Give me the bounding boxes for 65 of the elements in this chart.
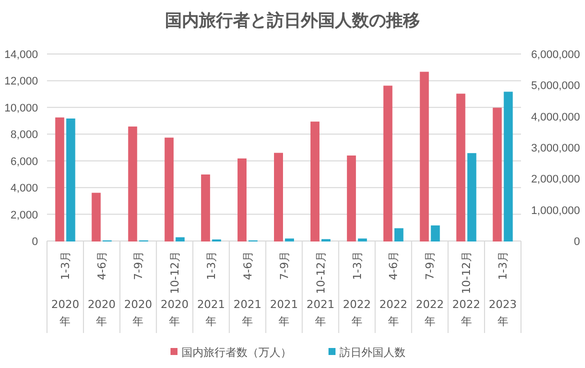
y-tick-label: 2,000 — [10, 209, 38, 222]
text: 2022年 — [416, 298, 444, 328]
y2-tick-label: 3,000,000 — [531, 142, 580, 154]
y2-tick-label: 0 — [574, 236, 580, 248]
bar — [201, 174, 210, 242]
x-tick-label: 10-12月 — [314, 251, 328, 294]
y-tick-label: 8,000 — [10, 129, 38, 142]
bar — [285, 238, 294, 242]
x-tick-label: 1-3月 — [59, 251, 72, 280]
text: 2020年 — [88, 298, 116, 328]
y-tick-label: 14,000 — [4, 49, 38, 61]
y-tick-label: 0 — [32, 236, 38, 248]
chart-title: 国内旅行者と訪日外国人数の推移 — [165, 11, 420, 31]
y2-tick-label: 4,000,000 — [531, 111, 580, 124]
x-tick-label: 10-12月 — [460, 251, 474, 294]
bar — [383, 86, 392, 242]
y2-tick-label: 6,000,000 — [531, 49, 580, 61]
text: 2022年 — [452, 298, 480, 328]
y-tick-label: 12,000 — [4, 76, 38, 88]
bar — [164, 138, 174, 242]
text: 2021年 — [197, 298, 226, 328]
y-tick-label: 10,000 — [4, 102, 38, 114]
bar — [92, 192, 101, 242]
bar — [456, 94, 466, 242]
text: 2023年 — [488, 298, 517, 328]
text: 2021年 — [234, 298, 262, 328]
y2-tick-label: 1,000,000 — [531, 204, 580, 217]
x-tick-label: 1-3月 — [496, 251, 510, 280]
bar — [346, 156, 356, 242]
x-tick-label: 7-9月 — [132, 251, 146, 280]
bar — [420, 72, 429, 242]
bar — [467, 153, 476, 242]
x-tick-label: 1-3月 — [350, 251, 364, 280]
x-tick-label: 1-3月 — [204, 251, 218, 280]
bar — [128, 126, 138, 242]
bar — [394, 228, 404, 242]
y-tick-label: 4,000 — [10, 182, 38, 195]
text: 2020年 — [124, 298, 152, 328]
text: 2022年 — [379, 298, 408, 328]
x-tick-label: 4-6月 — [241, 251, 254, 280]
text: 2022年 — [342, 298, 371, 328]
bar — [55, 117, 64, 242]
bar — [238, 158, 247, 242]
text: 2021年 — [270, 298, 298, 328]
bar — [504, 92, 513, 242]
text: 2020年 — [51, 298, 80, 328]
bar — [430, 225, 440, 242]
x-tick-label: 7-9月 — [424, 251, 437, 280]
text: 2021年 — [306, 298, 334, 328]
y2-tick-label: 5,000,000 — [531, 80, 580, 92]
bar — [310, 122, 320, 242]
text: 2020年 — [160, 298, 189, 328]
bar — [358, 238, 367, 242]
x-tick-label: 10-12月 — [168, 251, 182, 294]
y2-tick-label: 2,000,000 — [531, 174, 580, 186]
x-tick-label: 7-9月 — [278, 251, 291, 280]
x-tick-label: 4-6月 — [96, 251, 109, 280]
bar — [492, 108, 502, 242]
x-tick-label: 4-6月 — [387, 251, 400, 280]
y-tick-label: 6,000 — [10, 156, 38, 168]
bar — [274, 152, 283, 242]
bar — [176, 237, 185, 242]
legend-label: 国内旅行者数（万人） — [182, 346, 292, 359]
legend-label: 訪日外国人数 — [340, 346, 406, 359]
bar — [66, 118, 76, 242]
